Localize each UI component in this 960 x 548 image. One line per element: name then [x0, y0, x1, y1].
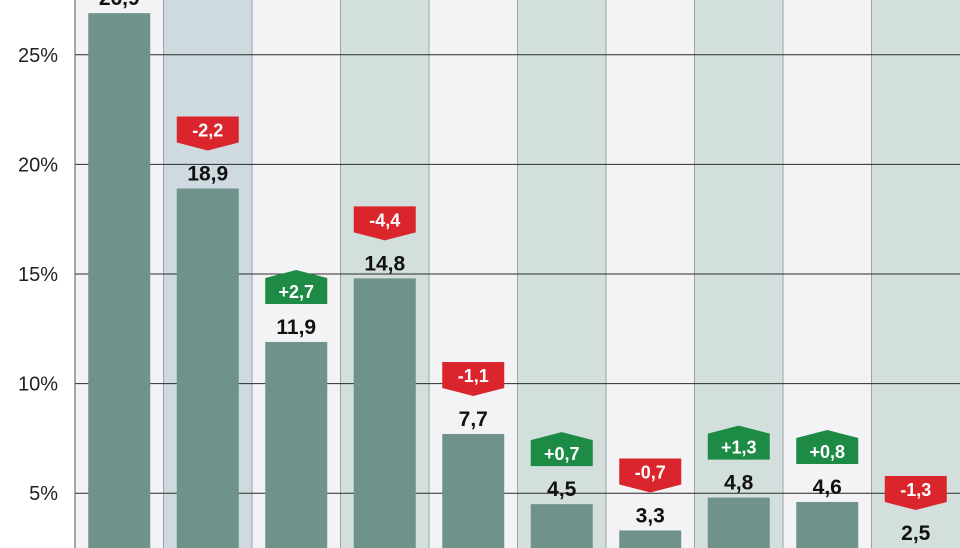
bar-3	[265, 341, 328, 548]
change-label-2: -2,2	[192, 121, 223, 141]
change-badge-3	[265, 269, 328, 304]
change-badge-4	[353, 206, 416, 241]
bar-1	[88, 13, 151, 548]
change-label-9: +0,8	[809, 442, 845, 462]
bar-8	[707, 497, 770, 548]
value-label-8: 4,8	[724, 472, 754, 495]
change-badge-6	[530, 432, 593, 467]
y-tick-label-25: 25%	[18, 45, 58, 67]
value-label-1: 26,9	[99, 0, 140, 10]
value-label-10: 2,5	[901, 522, 931, 545]
value-label-5: 7,7	[459, 408, 488, 431]
value-label-2: 18,9	[187, 163, 228, 186]
y-tick-label-20: 20%	[18, 154, 58, 176]
change-label-7: -0,7	[635, 462, 666, 482]
axis-background	[0, 0, 75, 548]
change-badge-7	[619, 458, 682, 493]
change-label-3: +2,7	[278, 282, 314, 302]
change-badge-5	[442, 362, 505, 397]
change-label-5: -1,1	[458, 366, 489, 386]
change-badge-2	[176, 116, 239, 151]
value-label-6: 4,5	[547, 478, 577, 501]
bar-6	[530, 504, 593, 548]
change-label-8: +1,3	[721, 438, 757, 458]
value-label-3: 11,9	[276, 316, 316, 339]
bar-7	[619, 530, 682, 548]
bar-5	[442, 434, 505, 548]
change-badge-9	[796, 429, 859, 464]
y-tick-label-10: 10%	[18, 374, 58, 396]
bar-9	[796, 501, 859, 548]
change-badge-10	[884, 476, 947, 510]
change-badge-8	[707, 425, 770, 460]
value-label-7: 3,3	[636, 504, 665, 527]
change-label-6: +0,7	[544, 444, 580, 464]
bar-2	[176, 188, 239, 548]
value-label-4: 14,8	[364, 252, 405, 275]
bar-4	[353, 278, 416, 548]
value-label-9: 4,6	[813, 476, 842, 499]
change-label-10: -1,3	[900, 480, 931, 500]
change-label-4: -4,4	[369, 210, 400, 230]
y-tick-label-5: 5%	[29, 483, 58, 505]
y-tick-label-15: 15%	[18, 264, 58, 286]
